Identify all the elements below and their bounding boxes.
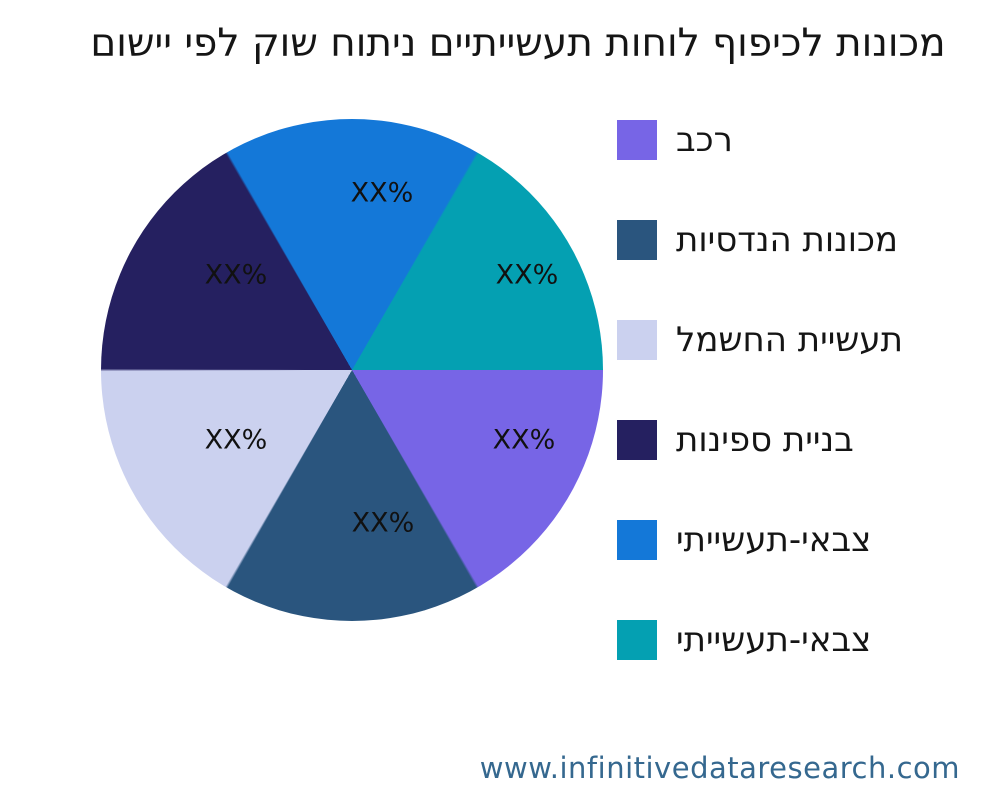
pie-slice-pct-label: XX% bbox=[492, 424, 556, 456]
legend-swatch bbox=[617, 620, 657, 660]
watermark-url: www.infinitivedataresearch.com bbox=[479, 751, 960, 785]
legend-label: למשחה תיישעת bbox=[676, 320, 904, 360]
chart-title: םושיי יפל קוש חותינ םייתיישעת תוחול ףופי… bbox=[90, 21, 946, 66]
legend-item: למשחה תיישעת bbox=[617, 320, 903, 360]
legend-swatch bbox=[617, 320, 657, 360]
legend-label: יתיישעת-יאבצ bbox=[676, 620, 872, 660]
legend-swatch bbox=[617, 420, 657, 460]
pie-slice-pct-label: XX% bbox=[351, 507, 415, 539]
legend-label: יתיישעת-יאבצ bbox=[676, 520, 872, 560]
pie-slice-pct-label: XX% bbox=[495, 259, 559, 291]
legend-item: יתיישעת-יאבצ bbox=[617, 620, 871, 660]
legend-item: בכר bbox=[617, 120, 733, 160]
legend-label: בכר bbox=[676, 120, 733, 160]
legend-label: תוניפס תיינב bbox=[676, 420, 854, 460]
pie-slice-pct-label: XX% bbox=[204, 424, 268, 456]
legend-item: יתיישעת-יאבצ bbox=[617, 520, 871, 560]
legend-label: תויסדנה תונוכמ bbox=[676, 220, 899, 260]
pie-chart bbox=[101, 119, 603, 621]
legend-item: תויסדנה תונוכמ bbox=[617, 220, 898, 260]
legend-swatch bbox=[617, 520, 657, 560]
legend-swatch bbox=[617, 120, 657, 160]
pie-slice-pct-label: XX% bbox=[350, 177, 414, 209]
legend-swatch bbox=[617, 220, 657, 260]
legend-item: תוניפס תיינב bbox=[617, 420, 854, 460]
pie-slice-pct-label: XX% bbox=[204, 259, 268, 291]
